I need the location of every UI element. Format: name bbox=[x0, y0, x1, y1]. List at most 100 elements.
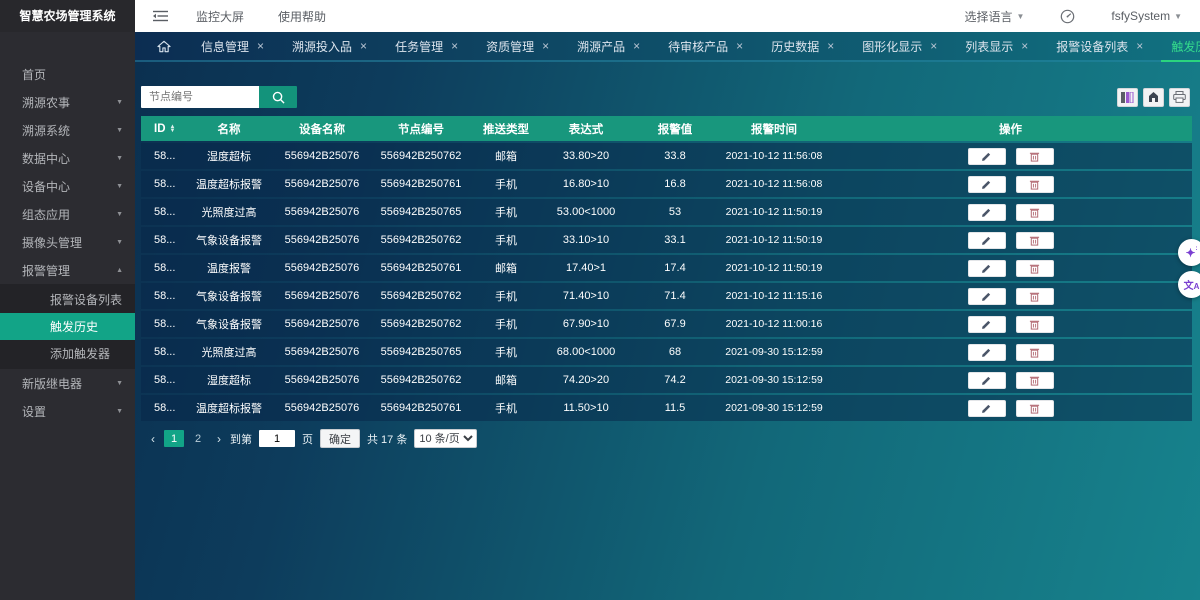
tab[interactable]: 触发历史 × bbox=[1157, 32, 1200, 62]
sidebar-item[interactable]: 摄像头管理 ▼ bbox=[0, 228, 135, 256]
sidebar-item[interactable]: 报警管理 ▲ bbox=[0, 256, 135, 284]
cell-alarm-value: 11.5 bbox=[664, 402, 686, 414]
pencil-icon bbox=[982, 376, 991, 385]
user-menu[interactable]: fsfySystem ▼ bbox=[1111, 9, 1182, 23]
sidebar-item[interactable]: 组态应用 ▼ bbox=[0, 200, 135, 228]
trash-icon bbox=[1029, 292, 1040, 302]
chevron-icon: ▼ bbox=[116, 379, 123, 387]
tab[interactable]: 溯源产品 × bbox=[563, 32, 654, 60]
close-icon[interactable]: × bbox=[542, 39, 550, 53]
delete-button[interactable] bbox=[1015, 343, 1054, 361]
edit-button[interactable] bbox=[967, 259, 1006, 277]
edit-button[interactable] bbox=[967, 399, 1006, 417]
tab[interactable]: 溯源投入品 × bbox=[278, 32, 381, 60]
edit-button[interactable] bbox=[967, 371, 1006, 389]
delete-button[interactable] bbox=[1015, 203, 1054, 221]
delete-button[interactable] bbox=[1015, 175, 1054, 193]
close-icon[interactable]: × bbox=[633, 39, 641, 53]
collapse-menu-icon[interactable] bbox=[153, 10, 168, 22]
edit-button[interactable] bbox=[967, 287, 1006, 305]
tab[interactable]: 资质管理 × bbox=[472, 32, 563, 60]
page-size-select[interactable]: 10 条/页 bbox=[414, 429, 478, 448]
language-select[interactable]: 选择语言 ▼ bbox=[964, 8, 1024, 25]
sidebar-item[interactable]: 设置 ▼ bbox=[0, 397, 135, 425]
delete-button[interactable] bbox=[1015, 399, 1054, 417]
sidebar-subitem[interactable]: 报警设备列表 bbox=[0, 286, 135, 313]
tab[interactable]: 列表显示 × bbox=[951, 32, 1042, 60]
goto-page-input[interactable] bbox=[259, 430, 295, 447]
pencil-icon bbox=[982, 236, 991, 245]
tab[interactable]: 报警设备列表 × bbox=[1042, 32, 1157, 60]
close-icon[interactable]: × bbox=[257, 39, 265, 53]
export-icon bbox=[1149, 92, 1158, 102]
close-icon[interactable]: × bbox=[451, 39, 459, 53]
page-button[interactable]: 1 bbox=[164, 430, 184, 447]
edit-button[interactable] bbox=[967, 203, 1006, 221]
tab[interactable]: 信息管理 × bbox=[187, 32, 278, 60]
sidebar: 智慧农场管理系统 首页 溯源农事 ▼ 溯源系统 ▼ 数据中心 ▼ 设备中心 ▼ … bbox=[0, 0, 135, 600]
sidebar-item[interactable]: 溯源系统 ▼ bbox=[0, 116, 135, 144]
page-button[interactable]: 2 bbox=[188, 430, 208, 447]
main-content: ID ▲▼ 名称 设备名称 节点编号 推送类型 表达式 报警值 报警时间 操作 … bbox=[135, 64, 1200, 600]
cell-alarm-value: 68 bbox=[668, 346, 682, 358]
chevron-icon: ▼ bbox=[116, 182, 123, 190]
edit-button[interactable] bbox=[967, 343, 1006, 361]
sidebar-item-label: 溯源系统 bbox=[22, 123, 71, 138]
tab-home[interactable] bbox=[141, 32, 187, 60]
search-button[interactable] bbox=[259, 86, 297, 108]
trash-icon bbox=[1029, 208, 1040, 218]
edit-button[interactable] bbox=[967, 315, 1006, 333]
topbar-link-help[interactable]: 使用帮助 bbox=[278, 9, 327, 24]
cell-push-type: 手机 bbox=[495, 207, 517, 219]
close-icon[interactable]: × bbox=[736, 39, 744, 53]
cell-node-number: 556942B250761 bbox=[380, 402, 462, 414]
prev-page-button[interactable]: ‹ bbox=[151, 431, 155, 446]
edit-button[interactable] bbox=[967, 147, 1006, 165]
tab[interactable]: 图形化显示 × bbox=[848, 32, 951, 60]
sidebar-item[interactable]: 首页 bbox=[0, 60, 135, 88]
cell-operations bbox=[829, 175, 1192, 193]
column-picker-button[interactable] bbox=[1117, 87, 1138, 107]
header-label: 操作 bbox=[999, 123, 1022, 136]
sidebar-item[interactable]: 数据中心 ▼ bbox=[0, 144, 135, 172]
close-icon[interactable]: × bbox=[930, 39, 938, 53]
cell-alarm-time: 2021-10-12 11:15:16 bbox=[725, 290, 823, 302]
sidebar-item[interactable]: 设备中心 ▼ bbox=[0, 172, 135, 200]
tab[interactable]: 历史数据 × bbox=[757, 32, 848, 60]
total-count-label: 共 17 条 bbox=[367, 433, 408, 446]
close-icon[interactable]: × bbox=[1136, 39, 1144, 53]
pencil-icon bbox=[982, 292, 991, 301]
ai-sparkle-button[interactable]: ✦: bbox=[1178, 239, 1200, 266]
export-button[interactable] bbox=[1143, 87, 1164, 107]
cell-name: 光照度过高 bbox=[201, 347, 257, 359]
edit-button[interactable] bbox=[967, 175, 1006, 193]
gauge-icon[interactable] bbox=[1060, 9, 1075, 24]
sidebar-item[interactable]: 新版继电器 ▼ bbox=[0, 369, 135, 397]
close-icon[interactable]: × bbox=[1021, 39, 1029, 53]
edit-button[interactable] bbox=[967, 231, 1006, 249]
delete-button[interactable] bbox=[1015, 147, 1054, 165]
delete-button[interactable] bbox=[1015, 287, 1054, 305]
translate-button[interactable]: 文A bbox=[1178, 271, 1200, 298]
sort-arrows-icon[interactable]: ▲ ▼ bbox=[169, 123, 176, 134]
delete-button[interactable] bbox=[1015, 315, 1054, 333]
delete-button[interactable] bbox=[1015, 371, 1054, 389]
tab[interactable]: 待审核产品 × bbox=[654, 32, 757, 60]
table-header-cell: 推送类型 bbox=[471, 121, 541, 137]
cell-device-name: 556942B25076 bbox=[284, 318, 360, 330]
next-page-button[interactable]: › bbox=[217, 431, 221, 446]
table-header-cell[interactable]: ID ▲ ▼ bbox=[141, 123, 185, 135]
tab[interactable]: 任务管理 × bbox=[381, 32, 472, 60]
goto-confirm-button[interactable]: 确定 bbox=[320, 429, 360, 448]
goto-prefix-label: 到第 bbox=[230, 433, 252, 446]
sidebar-subitem[interactable]: 触发历史 bbox=[0, 313, 135, 340]
sidebar-item[interactable]: 溯源农事 ▼ bbox=[0, 88, 135, 116]
delete-button[interactable] bbox=[1015, 231, 1054, 249]
search-input[interactable] bbox=[141, 86, 259, 108]
delete-button[interactable] bbox=[1015, 259, 1054, 277]
print-button[interactable] bbox=[1169, 87, 1190, 107]
topbar-link-monitor[interactable]: 监控大屏 bbox=[196, 9, 245, 24]
close-icon[interactable]: × bbox=[360, 39, 368, 53]
close-icon[interactable]: × bbox=[827, 39, 835, 53]
sidebar-subitem[interactable]: 添加触发器 bbox=[0, 340, 135, 367]
